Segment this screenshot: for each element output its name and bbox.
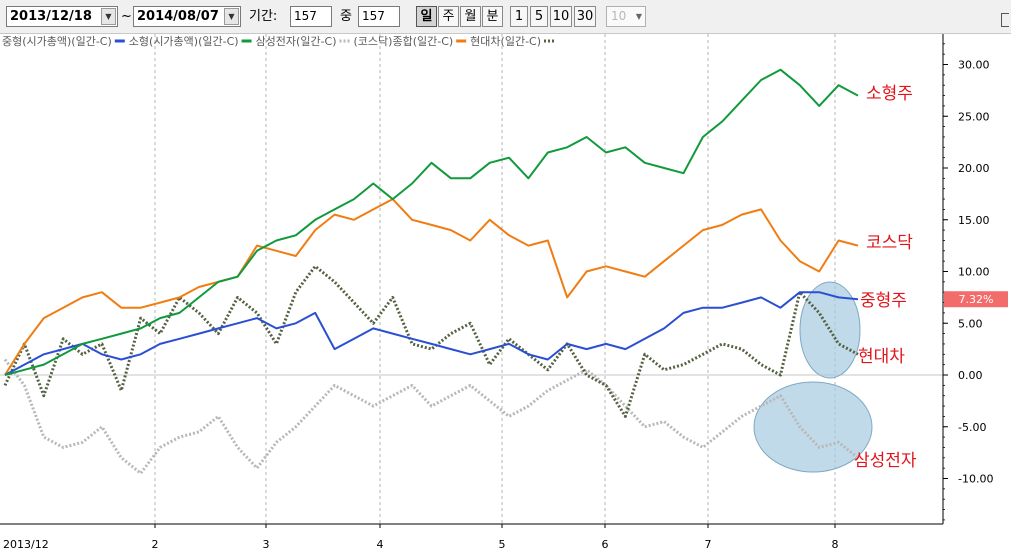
legend-label: 소형(시가총액)(일간-C) bbox=[129, 34, 239, 48]
x-tick-label: 4 bbox=[377, 538, 384, 551]
series-line bbox=[4, 198, 859, 376]
y-tick-label: 0.00 bbox=[958, 369, 983, 382]
interval-button-5[interactable]: 5 bbox=[530, 6, 548, 27]
legend-label: (코스닥)종합(일간-C) bbox=[354, 34, 454, 48]
series-annotation: 중형주 bbox=[860, 291, 907, 311]
period-input[interactable]: 157 bbox=[290, 6, 332, 27]
legend-label: 중형(시가총액)(일간-C) bbox=[2, 34, 112, 48]
period-label: 기간: bbox=[249, 9, 278, 24]
period-button-minute[interactable]: 분 bbox=[482, 6, 503, 27]
period-button-week[interactable]: 주 bbox=[438, 6, 459, 27]
panel-corner-icon[interactable] bbox=[1001, 13, 1009, 27]
x-tick-label: 5 bbox=[499, 538, 506, 551]
series-line bbox=[4, 291, 859, 376]
end-date-field[interactable]: 2014/08/07 ▼ bbox=[133, 6, 241, 27]
legend-label: 삼성전자(일간-C) bbox=[256, 34, 337, 48]
y-tick-label: -5.00 bbox=[958, 421, 986, 434]
interval-button-1[interactable]: 1 bbox=[510, 6, 528, 27]
interval-button-10[interactable]: 10 bbox=[550, 6, 572, 27]
middle-label: 중 bbox=[340, 9, 352, 24]
series-annotation: 삼성전자 bbox=[854, 451, 917, 471]
highlight-bubble bbox=[799, 281, 861, 379]
y-tick-label: 15.00 bbox=[958, 214, 990, 227]
series-line bbox=[3, 264, 859, 418]
x-tick-label: 7 bbox=[705, 538, 712, 551]
series-line bbox=[3, 358, 859, 475]
series-line bbox=[4, 68, 859, 376]
x-tick-label: 8 bbox=[832, 538, 839, 551]
comparison-line-chart: 30.00 25.00 20.00 15.00 10.00 5.00 0.00 -5.00 -1… bbox=[0, 34, 1011, 557]
series-annotation: 코스닥 bbox=[866, 233, 913, 253]
series-annotation: 현대차 bbox=[858, 347, 905, 367]
y-tick-label: 25.00 bbox=[958, 110, 990, 123]
middle-input[interactable]: 157 bbox=[358, 6, 400, 27]
x-tick-label: 2 bbox=[152, 538, 159, 551]
period-button-month[interactable]: 월 bbox=[460, 6, 481, 27]
y-tick-label: 10.00 bbox=[958, 266, 990, 279]
interval-select[interactable]: 10 ▼ bbox=[606, 6, 646, 27]
interval-select-value: 10 bbox=[611, 9, 627, 23]
start-date-field[interactable]: 2013/12/18 ▼ bbox=[6, 6, 118, 27]
y-tick-label: 5.00 bbox=[958, 317, 983, 330]
current-value-label: 7.32% bbox=[959, 293, 994, 306]
toolbar: 2013/12/18 ▼ ~ 2014/08/07 ▼ 기간: 157 중 15… bbox=[0, 0, 1011, 34]
period-button-day[interactable]: 일 bbox=[416, 6, 437, 27]
x-tick-label: 6 bbox=[602, 538, 609, 551]
highlight-bubble bbox=[753, 381, 873, 473]
start-date-value: 2013/12/18 bbox=[10, 9, 92, 24]
y-tick-label: 20.00 bbox=[958, 162, 990, 175]
legend-label: 현대차(일간-C) bbox=[470, 34, 541, 48]
x-tick-label: 2013/12 bbox=[3, 538, 49, 551]
start-date-dropdown-icon[interactable]: ▼ bbox=[101, 8, 116, 25]
y-tick-label: 30.00 bbox=[958, 59, 990, 72]
end-date-dropdown-icon[interactable]: ▼ bbox=[224, 8, 239, 25]
date-range-separator: ~ bbox=[121, 9, 132, 24]
series-annotation: 소형주 bbox=[866, 84, 913, 104]
current-value-badge bbox=[944, 291, 1008, 308]
y-tick-label: -10.00 bbox=[958, 473, 993, 486]
end-date-value: 2014/08/07 bbox=[137, 9, 219, 24]
chevron-down-icon[interactable]: ▼ bbox=[635, 12, 642, 21]
x-tick-label: 3 bbox=[263, 538, 270, 551]
interval-button-30[interactable]: 30 bbox=[574, 6, 596, 27]
